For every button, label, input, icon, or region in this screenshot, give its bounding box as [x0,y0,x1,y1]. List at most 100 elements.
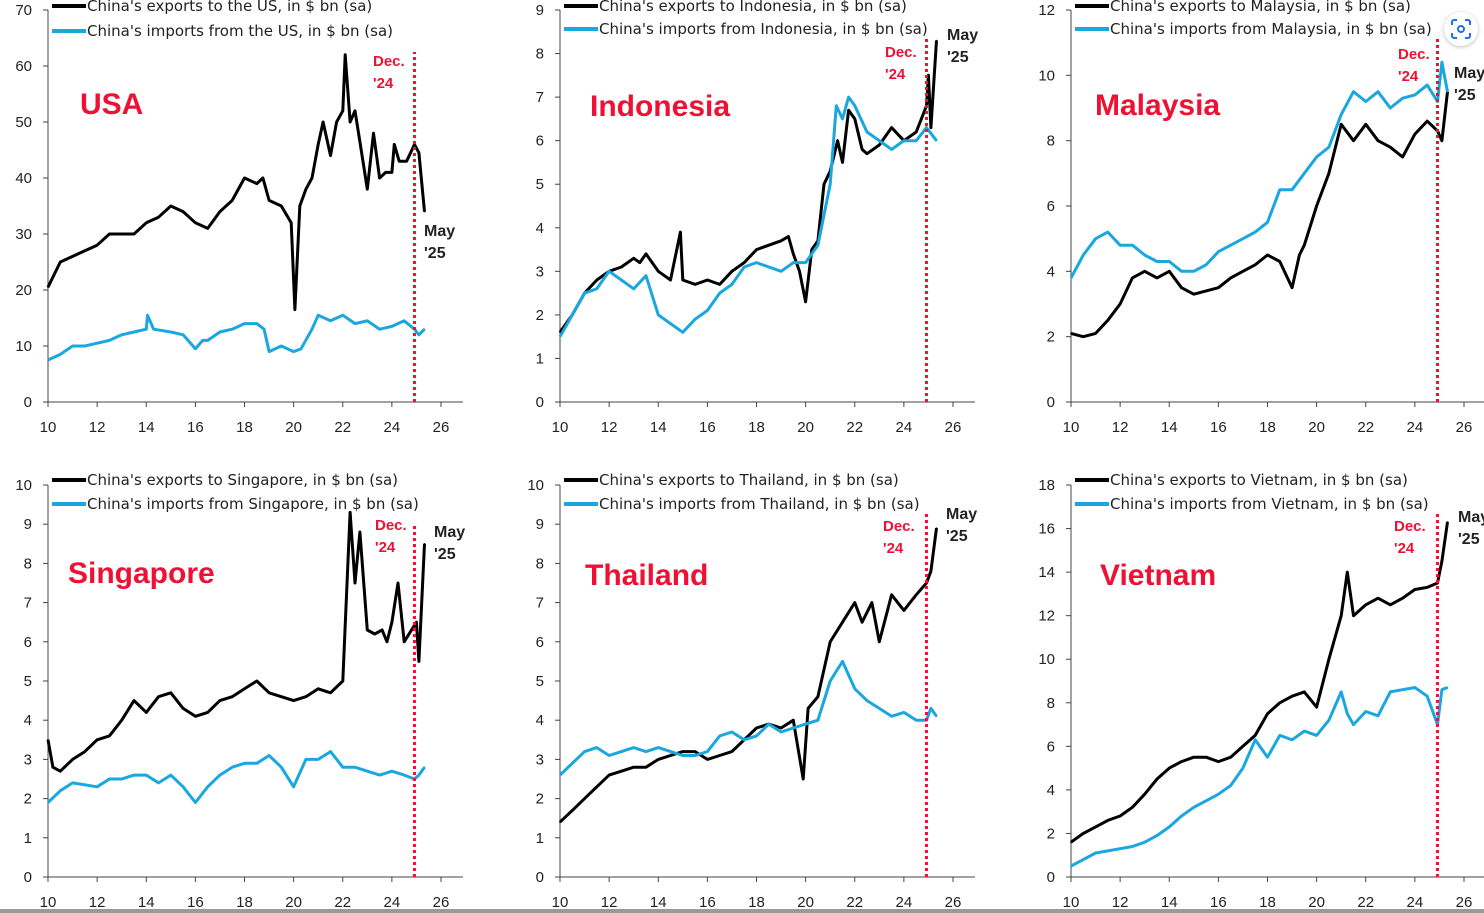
data-point-exports [354,110,356,112]
x-tick-label: 12 [601,419,618,436]
data-point-exports [219,210,221,213]
lens-search-button[interactable] [1444,12,1478,46]
data-point-exports [804,301,807,303]
data-point-imports [255,762,258,765]
series-line-exports [558,40,938,334]
y-tick-label: 2 [24,791,32,808]
x-tick-label: 10 [1063,894,1080,911]
data-point-imports [780,270,782,273]
data-point-exports [1315,205,1318,207]
y-tick-label: 4 [536,712,544,729]
data-point-exports [322,121,324,123]
data-point-imports [1414,94,1416,96]
data-point-imports [182,334,184,336]
data-point-exports [694,283,696,286]
y-tick-label: 12 [1038,2,1055,19]
data-point-exports [1131,806,1134,809]
data-point-exports [418,152,420,154]
data-point-exports [182,707,184,710]
data-point-exports [120,233,123,235]
data-point-imports [47,359,49,361]
y-tick-label: 0 [1047,394,1055,411]
data-point-exports [1119,303,1121,305]
data-point-exports [344,54,347,56]
data-point-exports [418,660,420,663]
data-point-imports [583,292,586,294]
data-point-imports [182,786,184,788]
legend-label-imports: China's imports from Vietnam, in $ bn (s… [1110,495,1429,513]
data-point-exports [398,160,401,162]
data-point-imports [366,770,369,772]
y-tick-label: 5 [536,673,544,690]
data-point-exports [1364,603,1367,606]
data-point-imports [231,328,234,331]
chart-title: Singapore [68,557,215,590]
data-point-imports [1291,739,1293,741]
data-point-exports [935,527,938,529]
x-tick-label: 20 [285,894,302,911]
data-point-exports [47,739,49,741]
x-tick-label: 22 [846,894,863,911]
data-point-exports [1254,734,1257,737]
data-point-exports [669,754,672,757]
data-point-exports [1291,286,1293,289]
data-point-exports [930,126,932,129]
data-point-imports [1070,865,1072,867]
data-point-imports [84,345,86,347]
data-point-imports [292,350,295,353]
data-point-exports [878,144,881,146]
end-label-line2: '25 [424,245,446,262]
data-point-imports [71,345,74,347]
data-point-exports [231,695,234,698]
y-tick-label: 70 [15,2,32,19]
data-point-imports [767,266,770,268]
data-point-imports [391,325,393,328]
series-line-imports [47,313,426,362]
data-point-exports [1070,332,1072,335]
data-point-exports [349,121,351,123]
x-tick-label: 20 [797,419,814,436]
data-point-exports [360,149,362,151]
data-point-exports [1094,332,1097,335]
data-point-imports [1168,260,1171,263]
y-tick-label: 4 [1047,263,1055,280]
data-point-exports [583,797,586,800]
y-tick-label: 6 [536,634,544,651]
data-point-imports [1266,756,1269,759]
data-point-exports [836,139,839,142]
x-tick-label: 20 [1308,894,1325,911]
bottom-scrollbar[interactable] [0,909,1484,913]
data-point-imports [1352,90,1355,93]
legend-label-exports: China's exports to Vietnam, in $ bn (sa) [1110,471,1408,489]
data-point-imports [878,707,881,710]
data-point-exports [359,531,361,533]
data-point-imports [1315,156,1318,158]
data-point-exports [657,758,660,761]
data-point-imports [1193,270,1195,273]
y-tick-label: 6 [1047,738,1055,755]
x-tick-label: 22 [334,419,351,436]
marker-label-line2: '24 [373,75,394,92]
data-point-imports [559,774,561,776]
x-tick-label: 26 [945,419,962,436]
data-point-imports [829,680,831,682]
data-point-imports [194,348,197,350]
lens-icon [1451,19,1471,39]
data-point-exports [1441,139,1443,142]
data-point-imports [731,283,733,286]
data-point-exports [243,688,246,690]
data-point-imports [206,786,209,788]
x-tick-label: 16 [699,894,716,911]
data-point-exports [1242,745,1244,748]
data-point-exports [639,261,641,264]
y-tick-label: 0 [24,869,32,886]
data-point-exports [620,266,623,268]
y-tick-label: 4 [24,712,32,729]
data-point-exports [853,601,856,604]
y-tick-label: 8 [1047,695,1055,712]
data-point-exports [866,152,868,155]
